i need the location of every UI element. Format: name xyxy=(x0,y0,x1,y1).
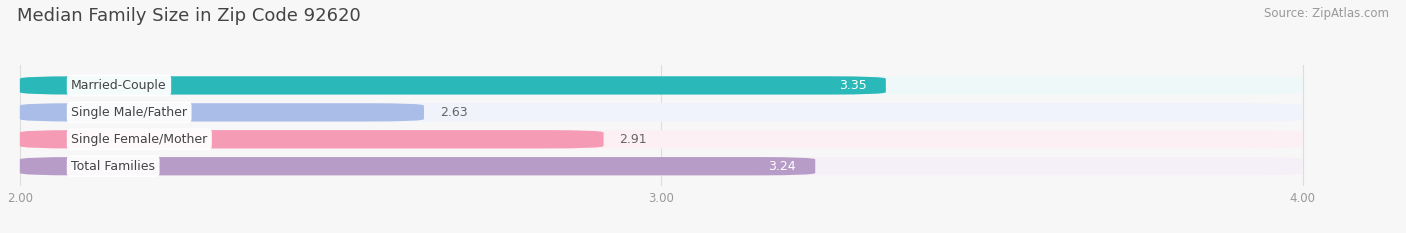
Text: Median Family Size in Zip Code 92620: Median Family Size in Zip Code 92620 xyxy=(17,7,360,25)
FancyBboxPatch shape xyxy=(20,103,425,122)
Text: Source: ZipAtlas.com: Source: ZipAtlas.com xyxy=(1264,7,1389,20)
Text: Single Female/Mother: Single Female/Mother xyxy=(72,133,208,146)
Text: Total Families: Total Families xyxy=(72,160,155,173)
FancyBboxPatch shape xyxy=(20,103,1303,122)
FancyBboxPatch shape xyxy=(20,157,815,175)
Text: 3.24: 3.24 xyxy=(769,160,796,173)
Text: Single Male/Father: Single Male/Father xyxy=(72,106,187,119)
Text: Married-Couple: Married-Couple xyxy=(72,79,167,92)
FancyBboxPatch shape xyxy=(20,76,886,95)
Text: 2.63: 2.63 xyxy=(440,106,468,119)
Text: 3.35: 3.35 xyxy=(839,79,866,92)
FancyBboxPatch shape xyxy=(20,157,1303,175)
Text: 2.91: 2.91 xyxy=(620,133,647,146)
FancyBboxPatch shape xyxy=(20,130,603,148)
FancyBboxPatch shape xyxy=(20,130,1303,148)
FancyBboxPatch shape xyxy=(20,76,1303,95)
